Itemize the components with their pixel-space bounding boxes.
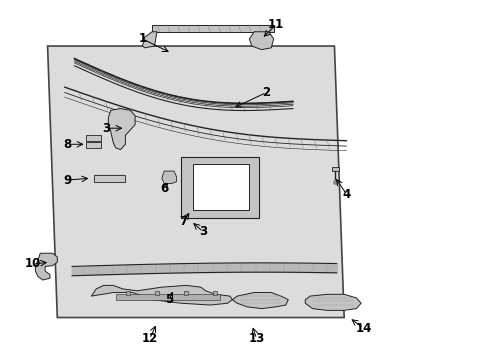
Polygon shape	[193, 164, 249, 210]
Polygon shape	[108, 109, 135, 150]
Text: 6: 6	[160, 183, 168, 195]
Polygon shape	[86, 143, 101, 148]
Polygon shape	[116, 294, 220, 300]
Polygon shape	[305, 294, 361, 310]
Text: 10: 10	[25, 257, 41, 270]
Text: 14: 14	[355, 322, 371, 335]
Text: 7: 7	[179, 215, 187, 228]
Text: 5: 5	[164, 293, 173, 306]
Polygon shape	[249, 32, 273, 50]
Text: 12: 12	[141, 333, 158, 346]
Polygon shape	[94, 175, 125, 182]
Text: 13: 13	[248, 333, 264, 346]
Polygon shape	[331, 167, 339, 171]
Text: 8: 8	[63, 138, 71, 151]
Polygon shape	[86, 135, 101, 141]
Polygon shape	[152, 24, 273, 32]
Text: 3: 3	[102, 122, 110, 135]
Text: 9: 9	[63, 174, 71, 186]
Polygon shape	[35, 253, 57, 280]
Polygon shape	[91, 285, 232, 305]
Text: 4: 4	[342, 188, 350, 201]
Polygon shape	[47, 46, 344, 318]
Polygon shape	[142, 32, 157, 48]
Text: 1: 1	[138, 32, 146, 45]
Polygon shape	[181, 157, 259, 217]
Text: 3: 3	[199, 225, 207, 238]
Polygon shape	[232, 293, 287, 309]
Polygon shape	[162, 171, 176, 184]
Text: 2: 2	[262, 86, 270, 99]
Text: 11: 11	[267, 18, 284, 31]
